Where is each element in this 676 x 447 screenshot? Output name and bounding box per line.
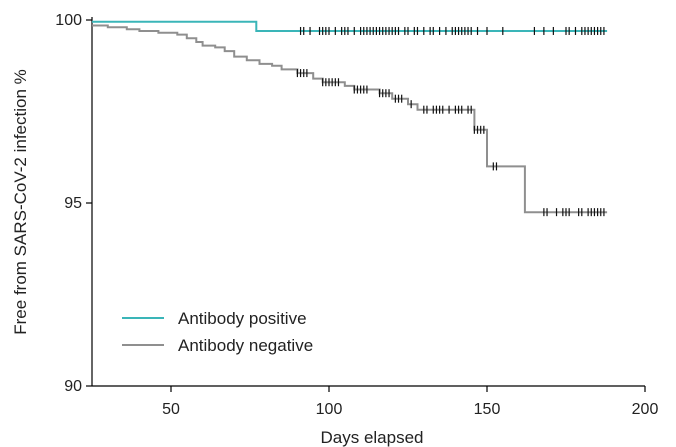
series-line bbox=[92, 20, 608, 32]
x-tick-label: 200 bbox=[632, 401, 659, 418]
y-tick-label: 95 bbox=[64, 195, 82, 212]
legend: Antibody positive Antibody negative bbox=[122, 309, 313, 355]
legend-label: Antibody positive bbox=[178, 309, 307, 328]
x-axis-title: Days elapsed bbox=[320, 428, 423, 447]
y-tick-label: 100 bbox=[55, 12, 82, 29]
x-tick-label: 100 bbox=[316, 401, 343, 418]
y-tick-label: 90 bbox=[64, 378, 82, 395]
series-1 bbox=[92, 20, 608, 35]
axes: 50 100 150 200 90 95 100 bbox=[55, 12, 658, 418]
y-axis-title: Free from SARS-CoV-2 infection % bbox=[11, 69, 30, 334]
x-tick-label: 150 bbox=[474, 401, 501, 418]
x-tick-label: 50 bbox=[162, 401, 180, 418]
series-2 bbox=[92, 24, 608, 217]
legend-label: Antibody negative bbox=[178, 336, 313, 355]
series-line bbox=[92, 24, 608, 214]
series-layer bbox=[92, 20, 608, 217]
